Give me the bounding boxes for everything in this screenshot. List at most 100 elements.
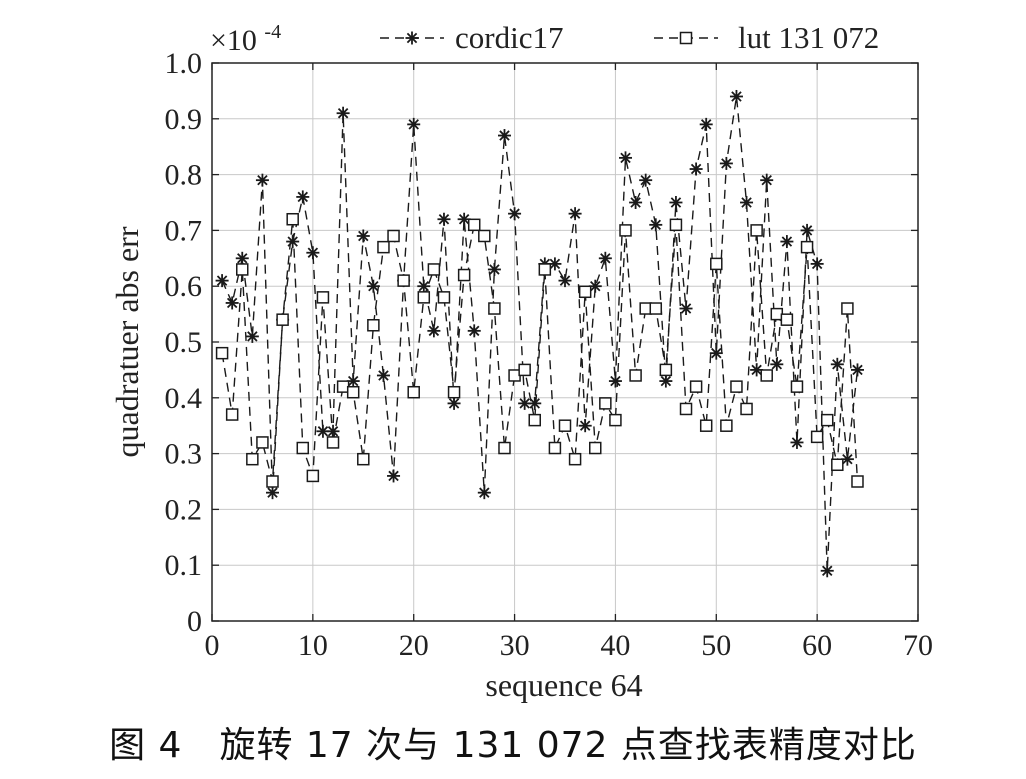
legend-marker-asterisk (405, 31, 419, 45)
data-point-square (760, 369, 773, 382)
data-point-asterisk (336, 106, 350, 120)
data-point-asterisk (225, 296, 239, 310)
data-point-square (790, 380, 804, 393)
asterisk-stroke (650, 219, 662, 231)
data-point-square (387, 229, 400, 243)
data-point-square (377, 240, 390, 254)
data-point-square (467, 218, 481, 232)
data-point-square (578, 285, 592, 299)
data-point-square (276, 313, 289, 326)
x-tick-label: 70 (903, 629, 933, 662)
data-point-square (810, 430, 824, 444)
asterisk-stroke (388, 470, 399, 482)
asterisk-stroke (307, 247, 319, 258)
asterisk-stroke (821, 565, 833, 577)
data-point-asterisk (568, 207, 582, 221)
data-point-square (558, 419, 572, 432)
data-point-asterisk (528, 396, 542, 410)
y-tick-label: 0.1 (165, 549, 203, 582)
asterisk-stroke (529, 398, 540, 409)
asterisk-stroke (640, 174, 651, 186)
data-point-square (256, 436, 269, 449)
y-axis-exponent-base: ×10 (210, 24, 257, 57)
data-point-square (437, 291, 451, 304)
asterisk-stroke (660, 375, 672, 387)
asterisk-stroke (509, 208, 520, 219)
data-point-square (619, 224, 632, 237)
data-point-square (447, 385, 461, 399)
data-point-square (629, 369, 642, 382)
asterisk-stroke (247, 331, 258, 342)
data-point-square (609, 413, 622, 427)
data-point-asterisk (800, 223, 814, 237)
asterisk-stroke (499, 130, 510, 141)
y-tick-label: 0.5 (165, 326, 203, 359)
data-point-asterisk (790, 435, 804, 449)
data-point-square (266, 475, 279, 488)
asterisk-stroke (549, 258, 561, 270)
y-axis-exponent-power: -4 (264, 21, 281, 43)
data-point-asterisk (709, 346, 723, 360)
data-point-square (780, 313, 794, 326)
data-point-asterisk (830, 357, 844, 371)
asterisk-stroke (337, 107, 349, 119)
data-point-asterisk (669, 196, 683, 209)
data-point-square (710, 257, 723, 271)
legend-label: cordic17 (455, 20, 563, 55)
data-point-square (225, 408, 239, 421)
data-point-square (478, 229, 491, 243)
asterisk-stroke (458, 214, 470, 225)
asterisk-stroke (267, 487, 278, 498)
asterisk-stroke (438, 214, 450, 225)
asterisk-stroke (842, 453, 853, 465)
data-point-asterisk (740, 196, 754, 209)
asterisk-stroke (680, 303, 692, 314)
y-tick-label: 0.7 (165, 214, 203, 247)
data-point-square (457, 268, 471, 282)
data-point-asterisk (497, 129, 511, 143)
data-point-asterisk (679, 302, 693, 316)
legend-item: cordic17 (380, 20, 563, 55)
data-point-square (407, 385, 420, 399)
data-point-asterisk (255, 173, 269, 187)
data-point-asterisk (619, 151, 633, 165)
data-point-square (800, 240, 814, 254)
series-line (221, 96, 859, 571)
data-point-square (538, 263, 552, 276)
data-point-asterisk (649, 218, 663, 232)
asterisk-stroke (327, 426, 339, 437)
data-point-asterisk (387, 469, 401, 483)
y-tick-label: 0 (187, 605, 202, 638)
asterisk-stroke (237, 253, 248, 264)
asterisk-stroke (418, 280, 430, 292)
data-point-square (357, 452, 370, 466)
asterisk-stroke (559, 275, 571, 286)
y-tick-label: 0.2 (165, 493, 203, 526)
asterisk-stroke (297, 191, 309, 203)
y-tick-label: 0.6 (165, 270, 203, 303)
asterisk-stroke (569, 208, 581, 219)
legend-marker-square (679, 31, 693, 45)
asterisk-stroke (226, 297, 238, 309)
data-point-asterisk (729, 89, 743, 103)
asterisk-stroke (408, 119, 419, 130)
data-point-asterisk (487, 262, 501, 276)
x-tick-label: 50 (701, 629, 731, 662)
asterisk-stroke (257, 174, 268, 186)
data-point-asterisk (810, 257, 824, 271)
data-point-asterisk (407, 117, 421, 131)
y-tick-label: 0.4 (165, 382, 203, 415)
data-point-asterisk (245, 329, 259, 343)
data-point-square (820, 413, 834, 427)
asterisk-stroke (216, 275, 228, 286)
data-point-asterisk (356, 229, 370, 243)
legend: cordic17 lut 131 072 (380, 20, 879, 55)
x-tick-label: 0 (205, 629, 220, 662)
data-point-square (689, 380, 703, 393)
data-point-square (326, 436, 340, 449)
asterisk-stroke (579, 420, 591, 431)
asterisk-stroke (479, 487, 490, 498)
asterisk-stroke (630, 197, 641, 208)
data-point-square (730, 380, 743, 393)
legend-item: lut 131 072 (654, 20, 879, 55)
